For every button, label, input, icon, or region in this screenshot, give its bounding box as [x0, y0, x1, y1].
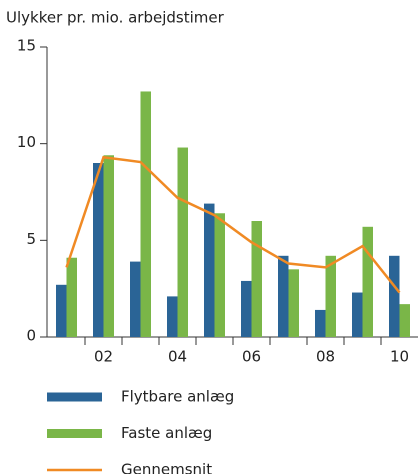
bar	[241, 280, 252, 337]
y-tick-label: 15	[17, 37, 36, 55]
bar	[362, 226, 373, 337]
bar	[140, 91, 151, 337]
x-tick-label: 02	[94, 348, 113, 366]
bar	[93, 163, 104, 337]
chart-title: Ulykker pr. mio. arbejdstimer	[6, 9, 225, 27]
y-tick-label: 0	[26, 327, 36, 345]
x-tick-label: 08	[316, 348, 335, 366]
bar	[66, 257, 77, 337]
bar	[389, 255, 400, 337]
x-tick-label: 10	[390, 348, 409, 366]
x-tick-label: 06	[242, 348, 261, 366]
bar	[278, 255, 289, 337]
bar	[167, 296, 178, 337]
legend-swatch	[47, 392, 102, 402]
bar	[288, 269, 299, 337]
bar	[56, 284, 67, 337]
line	[65, 155, 401, 294]
bar	[214, 213, 225, 337]
bar	[103, 155, 114, 337]
bar	[177, 147, 188, 337]
bar	[204, 203, 215, 337]
legend-label: Gennemsnit	[121, 461, 212, 474]
legend-label: Faste anlæg	[121, 424, 212, 442]
bar	[130, 261, 141, 337]
bar	[352, 292, 363, 337]
y-tick-label: 10	[17, 133, 36, 151]
bar	[399, 304, 410, 337]
legend-label: Flytbare anlæg	[121, 388, 234, 406]
x-tick-label: 04	[168, 348, 187, 366]
bar	[325, 255, 336, 337]
bar	[315, 309, 326, 337]
bar	[251, 221, 262, 337]
legend-swatch	[47, 429, 102, 438]
y-tick-label: 5	[26, 230, 36, 248]
